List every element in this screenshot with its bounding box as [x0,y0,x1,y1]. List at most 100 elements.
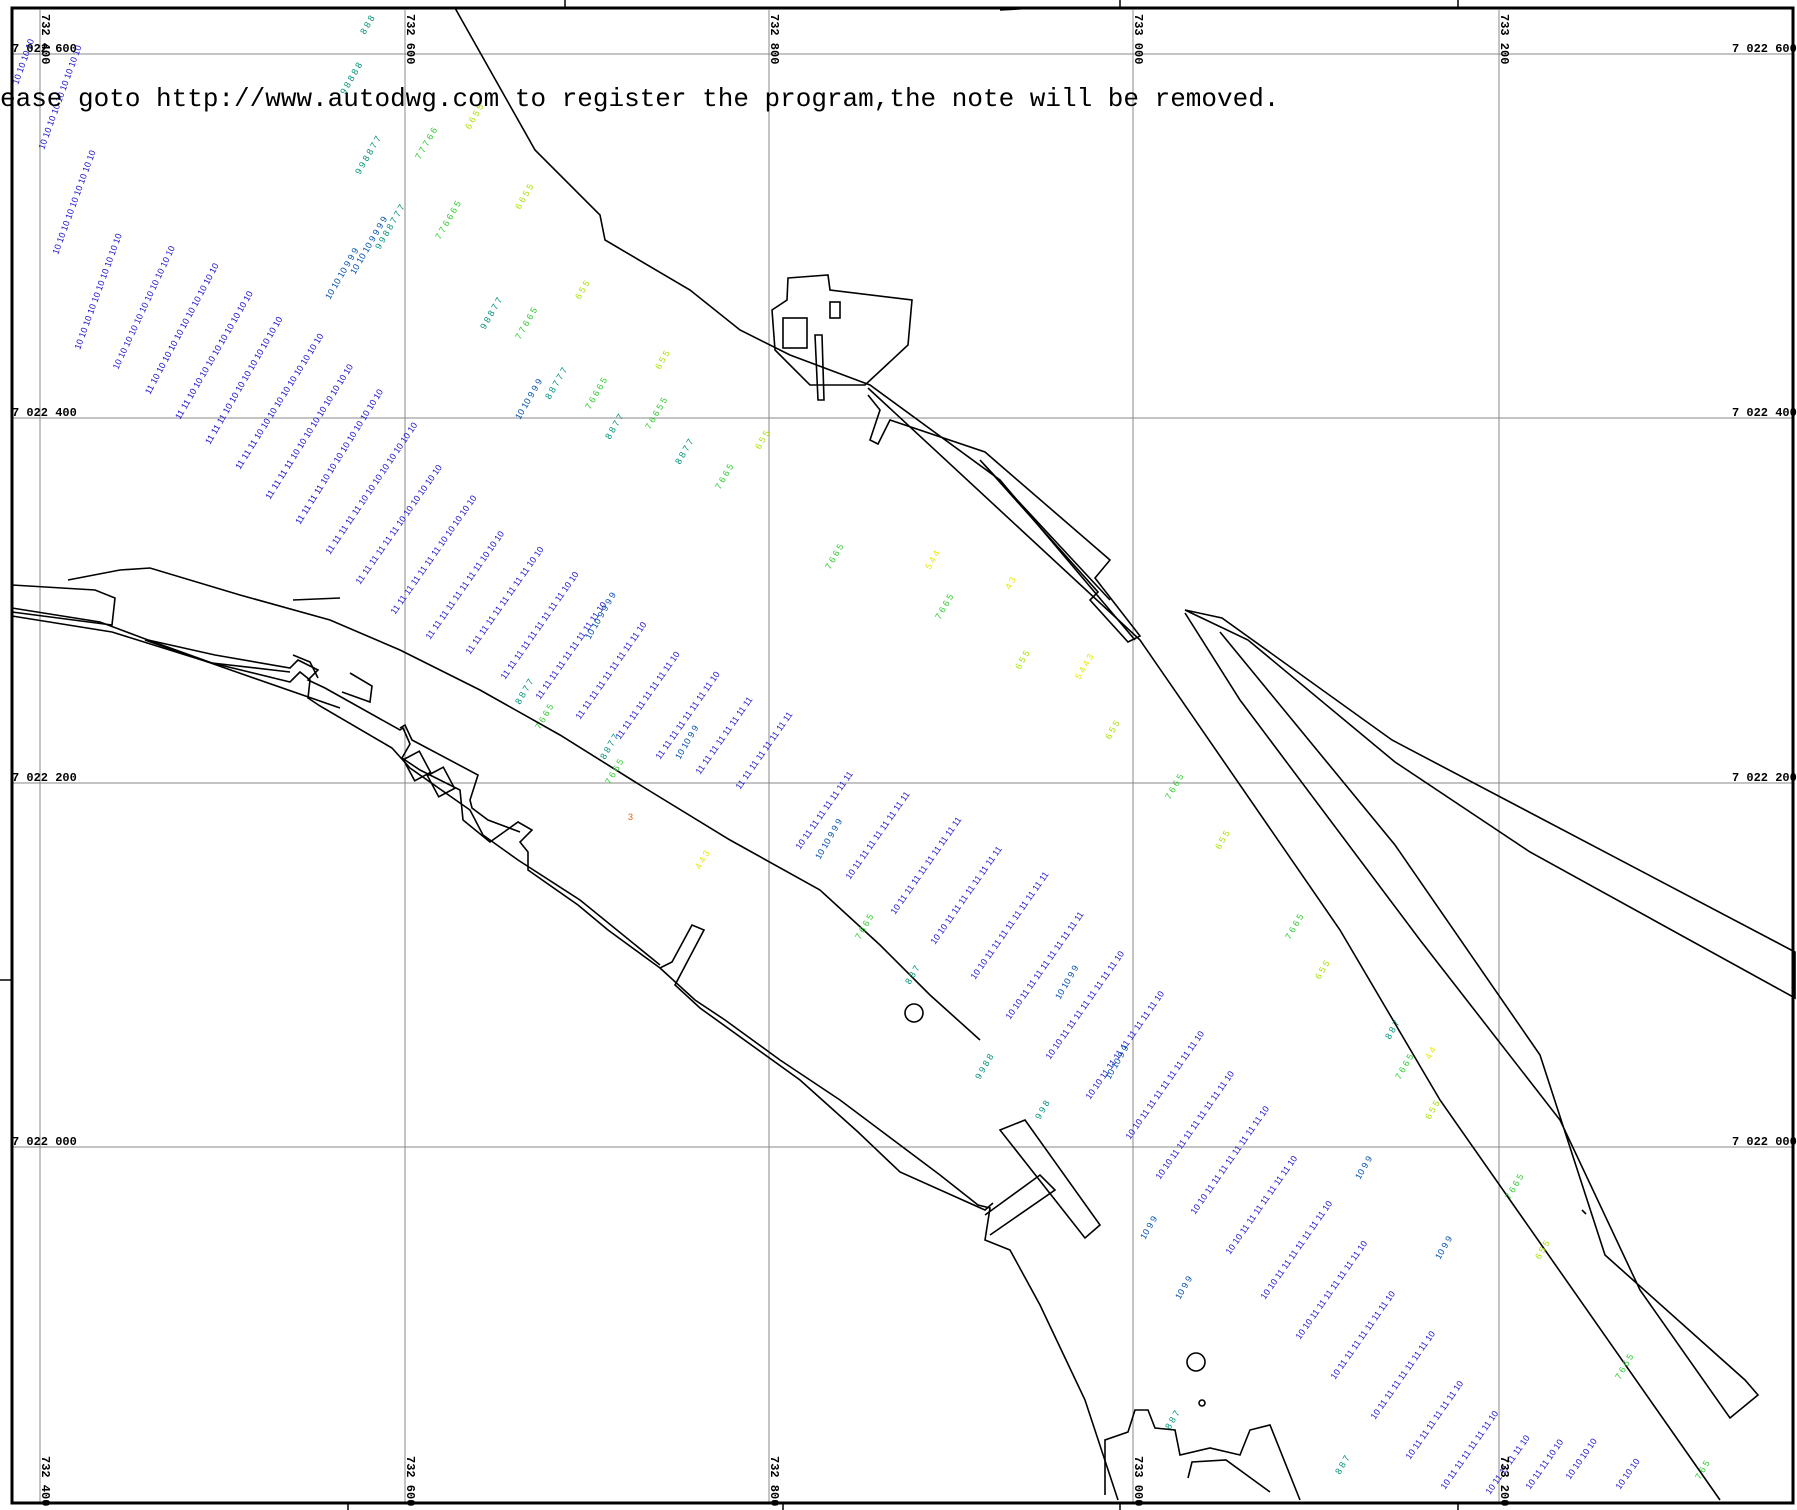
svg-text:10 10 9 9 9: 10 10 9 9 9 [513,377,544,421]
svg-text:11 11 11 11 11 11 11 11 10: 11 11 11 11 11 11 11 11 10 [613,650,681,742]
svg-text:10 10 11 11 11 11 11 11 11 11: 10 10 11 11 11 11 11 11 11 11 10 [1083,989,1166,1101]
shoreline-structures [11,7,1796,1501]
soundings-mid: 10 10 10 9 9 9 10 10 10 9 9 9 9 10 10 9 … [323,215,1454,1301]
svg-text:11 11 11 11 11 11 11 11: 11 11 11 11 11 11 11 11 [733,710,794,791]
svg-text:8 8 7: 8 8 7 [1333,1454,1352,1476]
easting-label-733000: 733 000 [1131,14,1145,64]
svg-text:11 11 11 11 10 10 10 10 10 10: 11 11 11 11 10 10 10 10 10 10 10 10 10 [293,387,385,526]
svg-text:11 11 11 10 10 10 10 10 10 10: 11 11 11 10 10 10 10 10 10 10 10 10 10 [233,332,325,471]
svg-text:10 10 10: 10 10 10 [1613,1457,1641,1491]
svg-text:9 8 8 7 7: 9 8 8 7 7 [478,296,504,331]
svg-text:10 11 11 11 11 11 11 11 10: 10 11 11 11 11 11 11 11 10 [1368,1329,1437,1421]
northing-labels-right: 7 022 600 7 022 400 7 022 200 7 022 000 [1732,42,1797,1149]
svg-text:4 4: 4 4 [1423,1045,1438,1061]
svg-text:9 9 8: 9 9 8 [1033,1099,1052,1121]
easting-label-600: 732 600 [403,14,417,64]
svg-text:10 10 11 11 11 11 11 11 11 11: 10 10 11 11 11 11 11 11 11 11 [928,844,1003,946]
svg-text:10 10 11 11 11 11 11 11 11 10: 10 10 11 11 11 11 11 11 11 10 [1293,1239,1369,1341]
svg-text:8 8 7 7: 8 8 7 7 [603,412,625,441]
svg-text:10 10 11 11 11 11 11 11 11 10: 10 10 11 11 11 11 11 11 11 10 [1223,1154,1299,1256]
svg-text:7 6 6 5: 7 6 6 5 [1393,1052,1415,1081]
northing-label-000: 7 022 000 [12,1135,77,1149]
svg-text:10 10 11 11 11 11 11 11 11 11: 10 10 11 11 11 11 11 11 11 11 10 [1043,949,1126,1061]
soundings-deep: 10 10 10 10 10 10 10 10 10 10 10 10 10 1… [10,38,1641,1497]
soundings-yellow-green: 6 6 5 5 6 6 5 5 6 5 5 6 5 5 6 5 5 6 5 5 … [463,102,1552,1261]
northing-label-400: 7 022 400 [12,406,77,420]
svg-text:7 6 6 5: 7 6 6 5 [823,542,845,571]
svg-text:6 5 5: 6 5 5 [1313,959,1332,981]
map-frame [10,6,1795,1505]
easting-labels-top: 732 400 732 600 732 800 733 000 733 200 [38,14,1511,64]
svg-text:10 11 11 10 10: 10 11 11 10 10 [1523,1437,1565,1491]
svg-text:8 8 7 7: 8 8 7 7 [673,437,695,466]
svg-text:6 6 5 5: 6 6 5 5 [513,182,535,211]
svg-text:11 11 10 10 10 10 10 10 10 10: 11 11 10 10 10 10 10 10 10 10 10 10 [173,289,255,421]
svg-text:10 9 9: 10 9 9 [1433,1234,1454,1261]
svg-text:11 11 11 11 10 10 10 10 10 10: 11 11 11 11 10 10 10 10 10 10 10 10 10 [263,362,355,501]
easting-labels-bottom: 732 400 732 600 732 800 733 000 733 200 [38,1456,1511,1506]
svg-text:7 6 6 5: 7 6 6 5 [933,592,955,621]
svg-text:7 6 6 5: 7 6 6 5 [853,912,875,941]
svg-text:8 8 7: 8 8 7 [903,964,922,986]
northing-label-200-right: 7 022 200 [1732,771,1797,785]
svg-text:6 5 5: 6 5 5 [653,349,672,371]
svg-text:10 10 11 11 11 11 11 11 11 10: 10 10 11 11 11 11 11 11 11 10 [1258,1199,1334,1301]
svg-text:6 5 5: 6 5 5 [1013,649,1032,671]
svg-text:8 8 7: 8 8 7 [1163,1409,1182,1431]
soundings-orange: 3 [628,812,633,822]
svg-text:10 11 11 11 11 11 11 11 11 11: 10 11 11 11 11 11 11 11 11 11 [888,815,963,916]
soundings-teal: 8 8 8 9 8 8 8 8 9 9 8 8 7 7 9 9 8 8 7 7 … [338,14,1402,1476]
grid-lines [12,10,1793,1503]
svg-text:8 8 7 7: 8 8 7 7 [513,677,535,706]
svg-text:5 4 4: 5 4 4 [923,549,942,571]
svg-text:4 3: 4 3 [1003,575,1018,591]
svg-text:10 9 9: 10 9 9 [1173,1274,1194,1301]
svg-text:7 6 6 5: 7 6 6 5 [1163,772,1185,801]
easting-label-800-bottom: 732 800 [767,1456,781,1506]
svg-text:9 9 8 8 7 7: 9 9 8 8 7 7 [353,134,383,176]
frame-ticks [0,0,1459,1510]
easting-label-733000-bottom: 733 000 [1131,1456,1145,1506]
svg-text:6 5 5: 6 5 5 [1533,1239,1552,1261]
svg-text:9 9 8 8: 9 9 8 8 [973,1052,995,1081]
svg-text:3: 3 [628,812,633,822]
svg-text:6 5 5: 6 5 5 [1213,829,1232,851]
registration-note: ease goto http://www.autodwg.com to regi… [0,84,1279,114]
soundings-green: 7 7 7 6 6 7 7 6 6 6 5 7 7 6 6 5 7 6 6 6 … [413,126,1712,1481]
northing-label-200: 7 022 200 [12,771,77,785]
svg-text:4 4 3: 4 4 3 [693,849,712,871]
svg-text:6 5 5: 6 5 5 [1423,1099,1442,1121]
svg-text:10 10 10 10 10 10 10 10 10: 10 10 10 10 10 10 10 10 10 [50,149,97,256]
svg-text:11 11 11 10 10 10 10 10 10 10: 11 11 11 10 10 10 10 10 10 10 10 10 [203,315,284,446]
svg-text:7 6 6 5: 7 6 6 5 [1613,1352,1635,1381]
svg-text:7 6 6 5: 7 6 6 5 [1503,1172,1525,1201]
svg-text:7 6 6 5: 7 6 6 5 [1283,912,1305,941]
svg-text:10 10 10 10: 10 10 10 10 [1563,1436,1598,1481]
svg-text:7 7 7 6 6: 7 7 7 6 6 [413,126,439,161]
svg-text:10 10 9 9: 10 10 9 9 [1053,963,1080,1001]
northing-label-400-right: 7 022 400 [1732,406,1797,420]
easting-label-400-bottom: 732 400 [38,1456,52,1506]
northing-label-600-right: 7 022 600 [1732,42,1797,56]
svg-text:8 8 7 7 7: 8 8 7 7 7 [543,366,569,401]
easting-label-600-bottom: 732 600 [403,1456,417,1506]
svg-text:10 11 11 11 11 11 11 11 11: 10 11 11 11 11 11 11 11 11 [843,790,911,882]
svg-text:7 6 6 5: 7 6 6 5 [713,462,735,491]
svg-text:8 8 8: 8 8 8 [358,14,377,36]
svg-text:7 6 6 6 5: 7 6 6 6 5 [583,376,609,411]
svg-text:7 6 6 5 5: 7 6 6 5 5 [643,396,669,431]
svg-text:10 9 9: 10 9 9 [1353,1154,1374,1181]
easting-label-733200: 733 200 [1497,14,1511,64]
svg-text:11 11 11 11 11 11 11 11: 11 11 11 11 11 11 11 11 [693,695,754,776]
northing-label-000-right: 7 022 000 [1732,1135,1797,1149]
svg-text:6 5 5: 6 5 5 [1103,719,1122,741]
svg-text:5 4 4 3: 5 4 4 3 [1073,652,1095,681]
easting-label-733200-bottom: 733 200 [1497,1456,1511,1506]
svg-text:10 11 11 11 11 11 11 11 10: 10 11 11 11 11 11 11 11 10 [1328,1289,1397,1381]
svg-text:6 5 5: 6 5 5 [573,279,592,301]
svg-text:10 11 11 11 11 11 11 10: 10 11 11 11 11 11 11 10 [1403,1379,1465,1461]
northing-label-600: 7 022 600 [12,42,77,56]
svg-text:8 8 7 7: 8 8 7 7 [598,732,620,761]
northing-labels-left: 7 022 600 7 022 400 7 022 200 7 022 000 [12,42,77,1149]
